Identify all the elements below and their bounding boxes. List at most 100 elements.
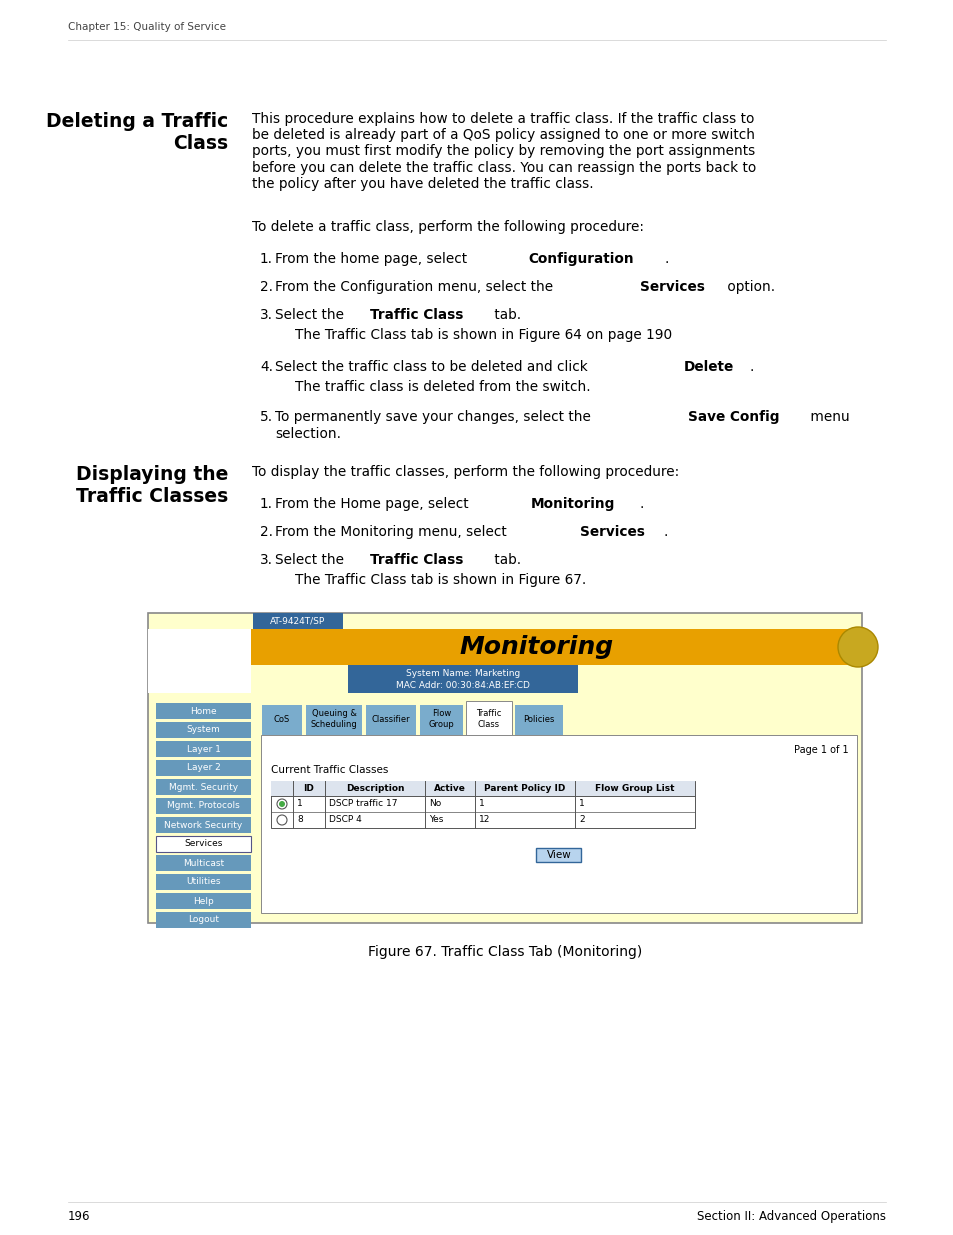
Text: DSCP 4: DSCP 4	[329, 815, 361, 825]
Text: 3.: 3.	[260, 553, 273, 567]
Bar	[306, 705, 361, 735]
Bar	[366, 705, 416, 735]
Circle shape	[276, 799, 287, 809]
Text: Services: Services	[184, 840, 222, 848]
Text: 2.: 2.	[260, 280, 273, 294]
Text: Page 1 of 1: Page 1 of 1	[794, 745, 848, 755]
Bar	[156, 703, 251, 719]
Text: This procedure explains how to delete a traffic class. If the traffic class to
b: This procedure explains how to delete a …	[252, 112, 756, 190]
Text: Section II: Advanced Operations: Section II: Advanced Operations	[697, 1210, 885, 1223]
Text: CoS: CoS	[274, 715, 290, 724]
Bar	[156, 760, 251, 776]
Text: View: View	[546, 850, 571, 860]
Text: Deleting a Traffic: Deleting a Traffic	[46, 112, 228, 131]
Text: Delete: Delete	[683, 359, 734, 374]
Text: Traffic Classes: Traffic Classes	[75, 487, 228, 506]
Bar	[148, 613, 862, 923]
Text: Traffic Class: Traffic Class	[370, 308, 462, 322]
Text: AT-9424T/SP: AT-9424T/SP	[270, 616, 325, 625]
Text: Parent Policy ID: Parent Policy ID	[484, 784, 565, 793]
Text: .: .	[664, 252, 668, 266]
Text: 2.: 2.	[260, 525, 273, 538]
Text: menu: menu	[805, 410, 849, 424]
Circle shape	[837, 627, 877, 667]
Bar	[148, 664, 251, 693]
Bar	[156, 911, 251, 927]
Text: From the Monitoring menu, select: From the Monitoring menu, select	[274, 525, 511, 538]
Text: Displaying the: Displaying the	[75, 466, 228, 484]
Text: Utilities: Utilities	[186, 878, 220, 887]
Bar	[419, 705, 462, 735]
Text: 5.: 5.	[260, 410, 273, 424]
Text: Layer 1: Layer 1	[187, 745, 220, 753]
Text: Help: Help	[193, 897, 213, 905]
Text: 1: 1	[578, 799, 584, 809]
Text: Select the: Select the	[274, 308, 348, 322]
Text: 196: 196	[68, 1210, 91, 1223]
Text: The Traffic Class tab is shown in Figure 67.: The Traffic Class tab is shown in Figure…	[294, 573, 586, 587]
Bar	[253, 613, 343, 629]
Text: To delete a traffic class, perform the following procedure:: To delete a traffic class, perform the f…	[252, 220, 643, 233]
Text: The Traffic Class tab is shown in Figure 64 on page 190: The Traffic Class tab is shown in Figure…	[294, 329, 672, 342]
Text: Active: Active	[434, 784, 465, 793]
Text: 1: 1	[478, 799, 484, 809]
Text: 12: 12	[478, 815, 490, 825]
Circle shape	[278, 802, 285, 806]
Bar	[271, 781, 695, 827]
Bar	[156, 855, 251, 871]
Text: To display the traffic classes, perform the following procedure:: To display the traffic classes, perform …	[252, 466, 679, 479]
Text: Mgmt. Security: Mgmt. Security	[169, 783, 238, 792]
Text: 4.: 4.	[260, 359, 273, 374]
Bar	[465, 701, 512, 735]
Text: Save Config: Save Config	[687, 410, 779, 424]
Bar	[156, 722, 251, 739]
Bar	[536, 848, 581, 862]
Text: Select the traffic class to be deleted and click: Select the traffic class to be deleted a…	[274, 359, 592, 374]
Text: Traffic Class: Traffic Class	[370, 553, 462, 567]
Text: Select the: Select the	[274, 553, 348, 567]
Bar	[262, 705, 302, 735]
Text: Yes: Yes	[429, 815, 443, 825]
Text: Class: Class	[172, 135, 228, 153]
Bar	[251, 629, 862, 664]
Bar	[348, 664, 578, 693]
Text: 1.: 1.	[260, 496, 273, 511]
Text: Monitoring: Monitoring	[459, 635, 613, 659]
Text: Logout: Logout	[188, 915, 219, 925]
Bar	[148, 629, 251, 664]
Text: 1: 1	[296, 799, 302, 809]
Text: From the Configuration menu, select the: From the Configuration menu, select the	[274, 280, 557, 294]
Text: Chapter 15: Quality of Service: Chapter 15: Quality of Service	[68, 22, 226, 32]
Bar	[156, 779, 251, 795]
Text: tab.: tab.	[490, 308, 520, 322]
Text: MAC Addr: 00:30:84:AB:EF:CD: MAC Addr: 00:30:84:AB:EF:CD	[395, 680, 529, 689]
Text: Network Security: Network Security	[164, 820, 242, 830]
Text: Classifier: Classifier	[372, 715, 410, 724]
Text: Configuration: Configuration	[528, 252, 634, 266]
Text: Home: Home	[190, 706, 216, 715]
Text: Multicast: Multicast	[183, 858, 224, 867]
Text: 8: 8	[296, 815, 302, 825]
Text: 1.: 1.	[260, 252, 273, 266]
Bar	[156, 818, 251, 832]
Text: Figure 67. Traffic Class Tab (Monitoring): Figure 67. Traffic Class Tab (Monitoring…	[368, 945, 641, 960]
Text: Services: Services	[579, 525, 644, 538]
Text: .: .	[662, 525, 667, 538]
Text: Mgmt. Protocols: Mgmt. Protocols	[167, 802, 239, 810]
Text: option.: option.	[722, 280, 775, 294]
Text: Queuing &
Scheduling: Queuing & Scheduling	[311, 709, 357, 729]
Text: From the Home page, select: From the Home page, select	[274, 496, 473, 511]
Text: ID: ID	[303, 784, 314, 793]
Text: .: .	[639, 496, 643, 511]
Bar	[156, 741, 251, 757]
Text: System: System	[187, 725, 220, 735]
Bar	[156, 893, 251, 909]
Text: Monitoring: Monitoring	[530, 496, 615, 511]
Text: Policies: Policies	[523, 715, 554, 724]
Circle shape	[276, 815, 287, 825]
Text: Current Traffic Classes: Current Traffic Classes	[271, 764, 388, 776]
Text: 2: 2	[578, 815, 584, 825]
Bar	[156, 798, 251, 814]
Text: No: No	[429, 799, 441, 809]
Text: selection.: selection.	[274, 427, 340, 441]
